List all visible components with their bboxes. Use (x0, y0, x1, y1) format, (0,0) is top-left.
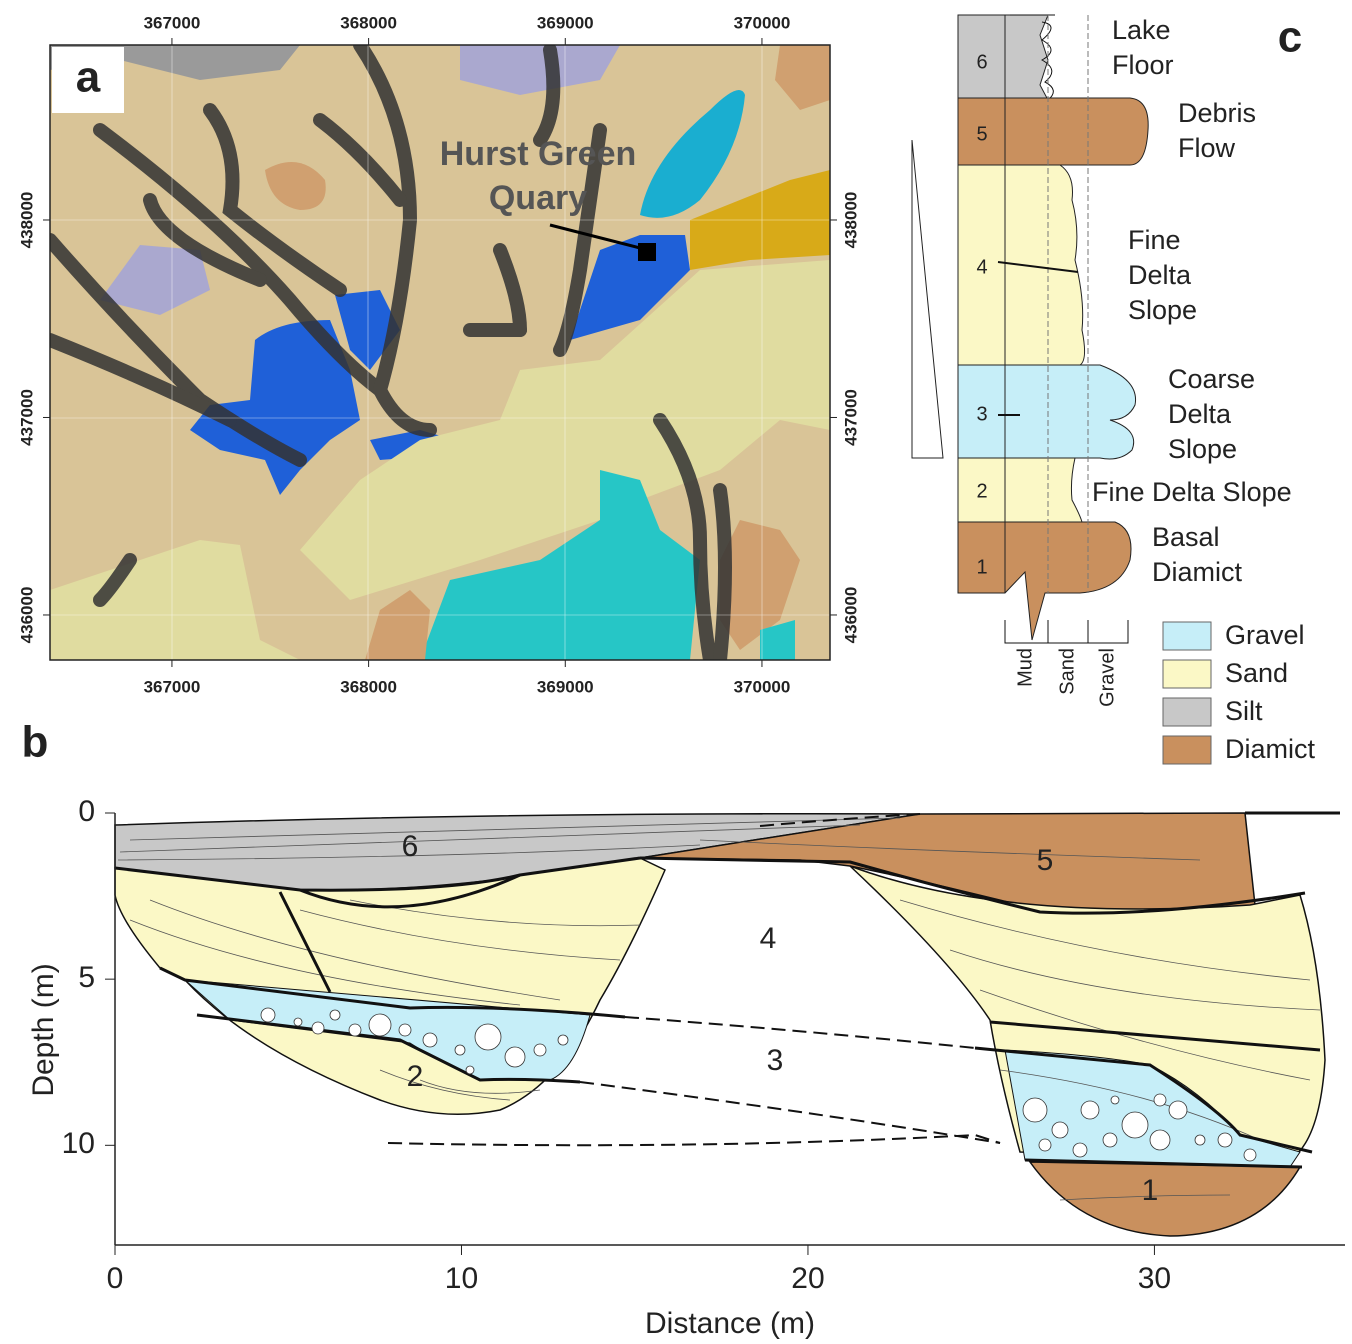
y-tick-label: 10 (62, 1127, 95, 1160)
unit-name: Slope (1168, 434, 1237, 464)
x-tick-label: 367000 (144, 677, 201, 696)
y-tick-label: 436000 (841, 587, 860, 644)
x-tick-label: 370000 (734, 677, 791, 696)
unit-name: Basal (1152, 522, 1220, 552)
x-tick-label: 370000 (734, 13, 791, 32)
grain-size: Mud (1014, 648, 1036, 687)
y-axis-title: Depth (m) (27, 963, 60, 1096)
unit-number: 3 (976, 403, 987, 425)
x-tick-label: 20 (791, 1262, 824, 1295)
x-tick-label: 30 (1138, 1262, 1171, 1295)
y-tick-label: 438000 (17, 192, 36, 249)
panel-label: a (76, 53, 101, 102)
cross-section (115, 813, 1340, 1236)
legend-swatch (1163, 660, 1211, 688)
x-axis-title: Distance (m) (645, 1307, 815, 1340)
y-tick-label: 0 (78, 795, 95, 828)
grain-size: Gravel (1096, 648, 1118, 707)
unit-name: Debris (1178, 98, 1256, 128)
unit-number: 2 (976, 480, 987, 502)
unit-name: Lake (1112, 15, 1171, 45)
unit-name: Floor (1112, 50, 1174, 80)
y-tick-label: 437000 (17, 389, 36, 446)
x-tick-label: 0 (107, 1262, 124, 1295)
legend-label: Silt (1225, 696, 1263, 726)
y-tick-label: 438000 (841, 192, 860, 249)
annotation: Quary (489, 179, 587, 217)
legend-label: Sand (1225, 658, 1288, 688)
x-tick-label: 367000 (144, 13, 201, 32)
legend-label: Gravel (1225, 620, 1305, 650)
y-tick-label: 5 (78, 961, 95, 994)
legend-swatch (1163, 736, 1211, 764)
unit-label: 3 (767, 1044, 784, 1077)
unit-label: 4 (760, 922, 777, 955)
legend-label: Diamict (1225, 734, 1316, 764)
x-tick-label: 369000 (537, 13, 594, 32)
unit-label: 6 (402, 830, 419, 863)
unit-number: 6 (976, 51, 987, 73)
unit-name: Diamict (1152, 557, 1243, 587)
unit-name: Flow (1178, 133, 1236, 163)
unit-number: 5 (976, 123, 987, 145)
unit-number: 4 (976, 256, 987, 278)
unit-name: Fine (1128, 225, 1181, 255)
y-tick-label: 437000 (841, 389, 860, 446)
log-column (912, 15, 1148, 643)
unit-name: Delta (1168, 399, 1232, 429)
y-tick-label: 436000 (17, 587, 36, 644)
unit-label: 2 (407, 1060, 424, 1093)
annotation: Hurst Green (440, 135, 637, 173)
unit-label: 5 (1037, 844, 1054, 877)
panel-label: c (1278, 13, 1302, 62)
panel-label: b (22, 718, 49, 767)
x-tick-label: 10 (445, 1262, 478, 1295)
unit-label: 1 (1142, 1174, 1159, 1207)
unit-name: Fine Delta Slope (1092, 477, 1292, 507)
unit-name: Coarse (1168, 364, 1255, 394)
grain-size: Sand (1056, 648, 1078, 695)
legend-swatch (1163, 698, 1211, 726)
unit-name: Delta (1128, 260, 1192, 290)
legend-swatch (1163, 622, 1211, 650)
x-tick-label: 368000 (340, 677, 397, 696)
x-tick-label: 368000 (340, 13, 397, 32)
unit-number: 1 (976, 556, 987, 578)
unit-name: Slope (1128, 295, 1197, 325)
x-tick-label: 369000 (537, 677, 594, 696)
figure: a Hurst Green Quary 36700036700036800036… (0, 0, 1352, 1344)
